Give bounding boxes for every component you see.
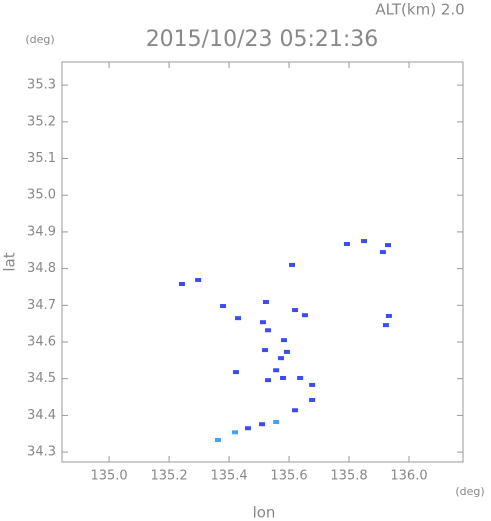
y-tick-label: 34.4	[27, 408, 56, 423]
echo-point	[292, 408, 299, 413]
echo-point	[343, 242, 350, 247]
y-tick-label: 35.1	[27, 151, 56, 166]
x-tick-label: 135.4	[210, 469, 247, 484]
echo-point	[265, 328, 272, 333]
echo-point	[232, 370, 239, 375]
echo-point	[309, 397, 316, 402]
echo-point	[220, 304, 227, 309]
y-axis-label: lat	[1, 252, 19, 271]
y-tick-label: 34.3	[27, 445, 56, 460]
echo-point	[259, 422, 266, 427]
chart-subtitle: ALT(km) 2.0	[375, 1, 464, 19]
echo-point	[277, 356, 284, 361]
echo-point	[178, 282, 185, 287]
echo-point	[235, 316, 242, 321]
y-tick-label: 34.7	[27, 298, 56, 313]
echo-point	[385, 243, 392, 248]
echo-point	[283, 349, 290, 354]
y-tick-label: 35.3	[27, 78, 56, 93]
plot-frame	[61, 61, 464, 463]
echo-point	[262, 300, 269, 304]
echo-point	[265, 378, 272, 383]
echo-point	[301, 313, 308, 318]
echo-point	[195, 277, 202, 282]
x-tick-label: 136.0	[390, 469, 427, 484]
x-tick-label: 135.2	[150, 469, 187, 484]
echo-point	[273, 368, 280, 373]
echo-point	[309, 382, 316, 387]
echo-point	[259, 320, 266, 325]
y-tick-label: 34.5	[27, 371, 56, 386]
y-tick-label: 34.9	[27, 224, 56, 239]
y-unit: (deg)	[25, 33, 54, 46]
y-tick-label: 35.2	[27, 114, 56, 129]
echo-point	[232, 430, 239, 435]
x-tick-label: 135.0	[90, 469, 127, 484]
echo-point	[262, 348, 269, 353]
echo-point	[273, 420, 280, 424]
echo-point	[385, 313, 392, 318]
x-unit: (deg)	[455, 485, 484, 498]
x-tick-label: 135.8	[330, 469, 367, 484]
x-axis-label: lon	[253, 504, 276, 521]
echo-point	[280, 375, 287, 380]
echo-point	[280, 338, 287, 343]
x-tick-label: 135.6	[270, 469, 307, 484]
echo-point	[244, 426, 251, 431]
y-tick-label: 34.6	[27, 335, 56, 350]
echo-point	[382, 323, 389, 328]
chart-title: 2015/10/23 05:21:36	[146, 27, 379, 52]
y-tick-label: 35.0	[27, 188, 56, 203]
echo-point	[214, 437, 221, 442]
y-tick-label: 34.8	[27, 261, 56, 276]
echo-point	[361, 239, 368, 244]
echo-point	[297, 375, 304, 380]
echo-point	[292, 308, 299, 313]
echo-point	[289, 262, 296, 267]
echo-point	[379, 250, 386, 255]
